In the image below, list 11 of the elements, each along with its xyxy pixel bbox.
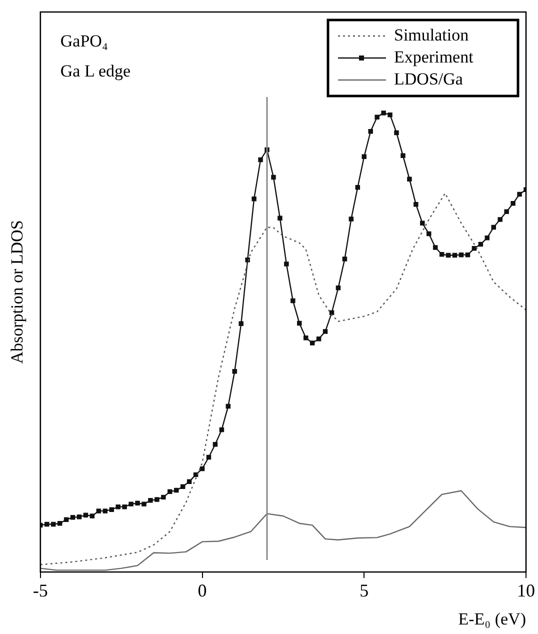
text: GaPO₄ <box>60 31 108 50</box>
x-tick-label: 0 <box>198 580 207 601</box>
legend-label: LDOS/Ga <box>394 69 464 88</box>
x-tick-label: 10 <box>517 580 535 601</box>
legend-label: Simulation <box>394 25 470 44</box>
y-axis-title: Absorption or LDOS <box>8 220 27 364</box>
text: Ga L edge <box>60 61 131 80</box>
x-tick-label: -5 <box>32 580 48 601</box>
x-tick-label: 5 <box>360 580 369 601</box>
x-axis-title: E-E₀ (eV) <box>458 609 526 628</box>
legend-label: Experiment <box>394 47 474 66</box>
